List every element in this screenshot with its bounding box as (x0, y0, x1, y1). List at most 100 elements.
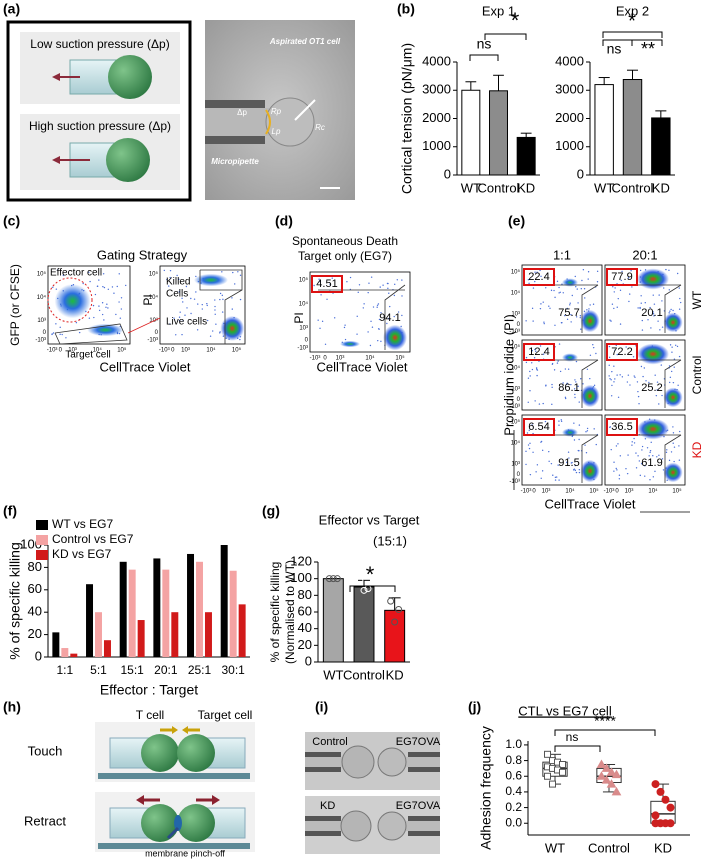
flow-event (616, 469, 618, 471)
rule (127, 317, 161, 334)
x-tick-label: WT (323, 667, 343, 682)
flow-event (529, 390, 531, 392)
bar (651, 117, 671, 176)
flow-event (531, 349, 533, 352)
flow-event (650, 441, 652, 444)
flow-tick-label: 0 (532, 489, 536, 495)
flow-event (540, 275, 542, 278)
flow-event (344, 338, 347, 341)
flow-event (631, 444, 633, 446)
label: CellTrace Violet (99, 359, 190, 374)
flow-tick-label: 10⁴ (37, 294, 47, 301)
flow-event (574, 469, 577, 472)
flow-event (672, 442, 674, 444)
flow-event (119, 317, 122, 319)
flow-event (544, 420, 547, 423)
data-point (387, 597, 395, 605)
flow-event (367, 331, 369, 333)
flow-event (608, 375, 610, 377)
label: Killed (166, 277, 190, 288)
y-tick-label: 0.4 (505, 784, 522, 798)
bar (353, 586, 375, 663)
flow-event (531, 424, 533, 426)
flow-event (62, 274, 65, 277)
flow-event (653, 303, 656, 305)
flow-event (678, 287, 680, 289)
flow-event (637, 307, 639, 309)
flow-event (578, 450, 580, 452)
flow-event (580, 328, 582, 330)
bar (594, 84, 614, 176)
legend-swatch (36, 520, 48, 530)
flow-event (569, 304, 571, 306)
flow-event (649, 451, 651, 454)
flow-event (669, 344, 672, 346)
flow-event (349, 276, 352, 279)
flow-event (635, 452, 637, 454)
flow-event (356, 315, 358, 317)
flow-event (670, 451, 673, 453)
y-tick-label: 0.6 (505, 768, 522, 782)
flow-population (383, 324, 407, 351)
flow-event (206, 319, 209, 322)
flow-event (59, 333, 61, 336)
flow-event (649, 449, 652, 452)
label: WT (690, 290, 704, 309)
flow-event (626, 472, 629, 475)
flow-event (608, 356, 611, 359)
y-axis-label: % of specific killing (268, 562, 282, 663)
panel-label: (b) (397, 1, 415, 17)
flow-event (678, 459, 681, 461)
flow-event (552, 474, 554, 476)
flow-event (558, 292, 560, 294)
flow-event (593, 428, 595, 430)
flow-event (528, 447, 531, 450)
flow-tick-label: 10⁴ (93, 347, 103, 354)
flow-event (344, 324, 346, 326)
x-tick-label: KD (386, 667, 404, 682)
flow-event (536, 374, 538, 377)
flow-event (382, 284, 384, 286)
bar (220, 545, 228, 657)
flow-tick-label: 0 (517, 397, 521, 403)
flow-event (557, 464, 559, 466)
flow-event (527, 279, 530, 281)
flow-population (562, 278, 578, 287)
bar (171, 612, 179, 657)
flow-event (531, 362, 533, 364)
flow-tick-label: 10⁴ (206, 347, 216, 354)
flow-event (179, 311, 181, 313)
flow-tick-label: -10³ (35, 338, 46, 344)
flow-tick-label: 10⁴ (511, 365, 521, 372)
flow-tick-label: 0 (305, 338, 309, 344)
label: 20:1 (632, 247, 657, 262)
bar (622, 79, 643, 176)
flow-event (55, 288, 58, 290)
flow-event (661, 326, 664, 328)
flow-event (610, 448, 612, 451)
flow-event (331, 277, 333, 279)
flow-tick-label: 10⁵ (511, 419, 521, 426)
flow-event (116, 285, 118, 288)
y-tick-label: 4000 (422, 53, 451, 68)
flow-event (608, 345, 611, 348)
data-point (656, 787, 665, 796)
panel-label: (h) (3, 699, 21, 715)
flow-event (644, 438, 647, 440)
flow-event (535, 350, 537, 352)
flow-event (98, 309, 101, 312)
chart-title: Exp 1 (482, 3, 515, 18)
label: 1:1 (553, 247, 571, 262)
flow-event (675, 344, 677, 346)
flow-event (89, 280, 91, 283)
flow-event (219, 331, 221, 333)
bar (196, 561, 203, 657)
flow-event (673, 460, 675, 463)
flow-event (570, 313, 572, 316)
flow-tick-label: 10³ (37, 318, 46, 324)
data-point (395, 606, 403, 613)
flow-event (103, 286, 106, 289)
flow-event (611, 384, 613, 387)
flow-event (542, 402, 544, 405)
micrograph (205, 20, 355, 200)
